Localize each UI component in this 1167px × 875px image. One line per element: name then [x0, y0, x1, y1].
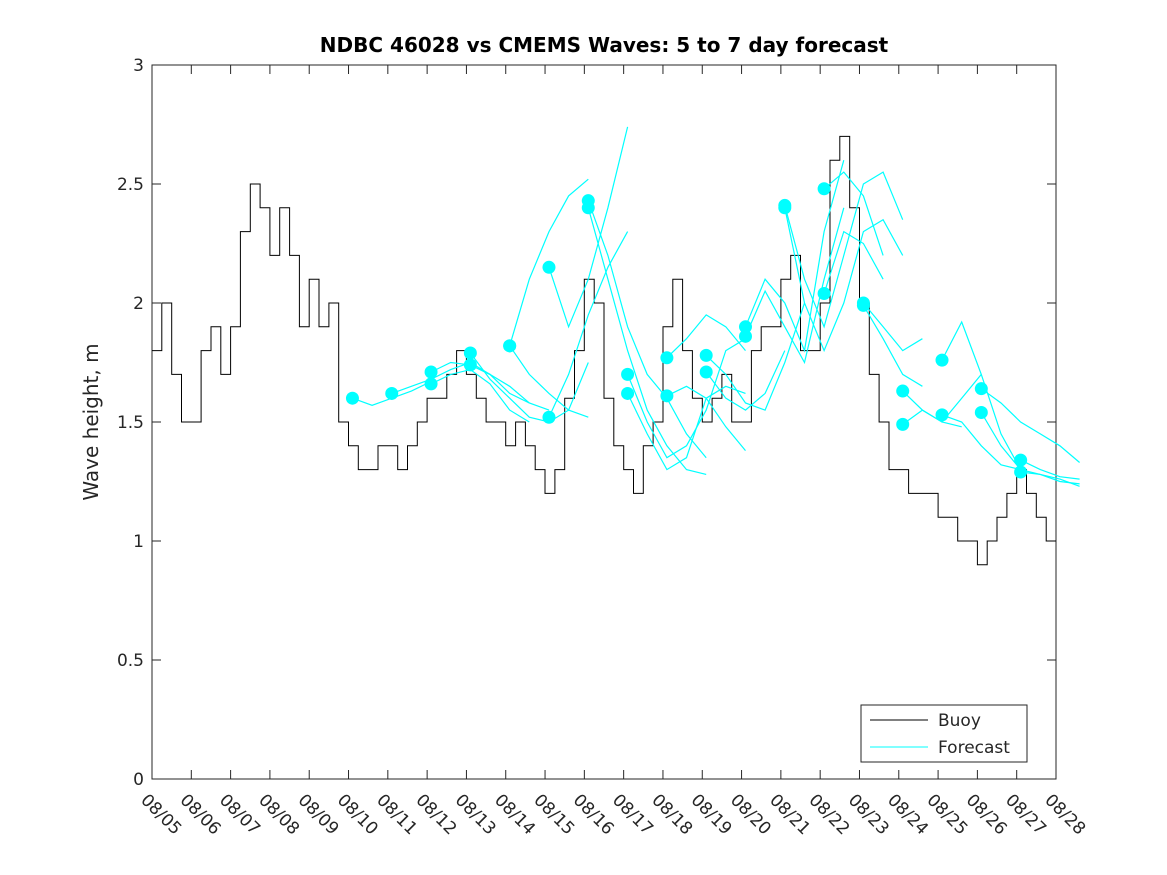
- forecast-start-point: [738, 329, 752, 343]
- forecast-start-point: [974, 405, 988, 419]
- forecast-start-point: [699, 365, 713, 379]
- forecast-start-point: [424, 377, 438, 391]
- y-axis-label: Wave height, m: [79, 343, 103, 500]
- forecast-start-points: [345, 182, 1028, 479]
- forecast-line: [509, 178, 589, 346]
- forecast-start-point: [935, 408, 949, 422]
- forecast-line: [744, 207, 845, 365]
- y-tick-label: 1: [133, 532, 144, 552]
- forecast-line: [980, 412, 1080, 487]
- forecast-line: [666, 385, 746, 451]
- forecast-line: [941, 320, 1022, 470]
- chart-title: NDBC 46028 vs CMEMS Waves: 5 to 7 day fo…: [320, 33, 889, 57]
- legend-box: [860, 704, 1028, 763]
- y-tick-label: 3: [133, 56, 144, 76]
- forecast-line: [862, 305, 923, 387]
- forecast-start-point: [738, 320, 752, 334]
- forecast-start-point: [542, 260, 556, 274]
- forecast-start-point: [1014, 453, 1028, 467]
- forecast-start-point: [817, 182, 831, 196]
- forecast-line: [823, 230, 884, 294]
- forecast-start-point: [621, 367, 635, 381]
- forecast-start-point: [503, 339, 517, 353]
- plot-area: [151, 64, 1057, 780]
- forecast-line: [430, 368, 530, 423]
- forecast-line: [587, 207, 707, 475]
- forecast-start-point: [817, 286, 831, 300]
- forecast-line: [902, 409, 962, 428]
- forecast-start-point: [385, 386, 399, 400]
- forecast-start-point: [345, 391, 359, 405]
- buoy-series: [152, 135, 1056, 566]
- y-tick-label: 2: [133, 294, 144, 314]
- forecast-line: [1020, 459, 1080, 480]
- forecast-line: [784, 207, 904, 353]
- forecast-line: [627, 338, 746, 459]
- forecast-line: [470, 364, 550, 411]
- forecast-start-point: [935, 353, 949, 367]
- forecast-start-point: [1014, 465, 1028, 479]
- forecast-line: [666, 314, 746, 359]
- forecast-line: [548, 126, 629, 329]
- forecast-line: [705, 350, 786, 411]
- forecast-start-point: [621, 386, 635, 400]
- forecast-line: [587, 200, 707, 459]
- forecast-start-point: [974, 382, 988, 396]
- forecast-start-point: [660, 351, 674, 365]
- forecast-line: [980, 388, 1080, 463]
- legend-buoy-label: Buoy: [938, 711, 981, 731]
- forecast-line: [862, 302, 923, 352]
- legend: Buoy Forecast: [860, 704, 1028, 763]
- forecast-start-point: [699, 348, 713, 362]
- forecast-line: [509, 345, 589, 418]
- y-tick-label: 2.5: [117, 175, 144, 195]
- forecast-start-point: [856, 298, 870, 312]
- forecast-line: [548, 231, 629, 418]
- forecast-start-point: [896, 384, 910, 398]
- forecast-line: [823, 171, 884, 256]
- y-tick-label: 0.5: [117, 651, 144, 671]
- forecast-start-point: [463, 358, 477, 372]
- forecast-start-point: [896, 417, 910, 431]
- legend-forecast-label: Forecast: [938, 738, 1010, 758]
- forecast-start-point: [778, 201, 792, 215]
- y-tick-label: 0: [133, 770, 144, 790]
- forecast-line: [941, 414, 1021, 471]
- forecast-line: [744, 160, 845, 353]
- forecast-line: [627, 385, 746, 471]
- forecast-line: [1020, 471, 1080, 485]
- forecast-start-point: [581, 201, 595, 215]
- buoy-line: [152, 135, 1056, 566]
- y-tick-label: 1.5: [117, 413, 144, 433]
- forecast-start-point: [463, 346, 477, 360]
- forecast-line: [705, 302, 806, 411]
- forecast-start-point: [542, 410, 556, 424]
- forecast-start-point: [660, 389, 674, 403]
- forecast-series: [352, 126, 1080, 487]
- forecast-line: [784, 171, 904, 329]
- forecast-start-point: [424, 365, 438, 379]
